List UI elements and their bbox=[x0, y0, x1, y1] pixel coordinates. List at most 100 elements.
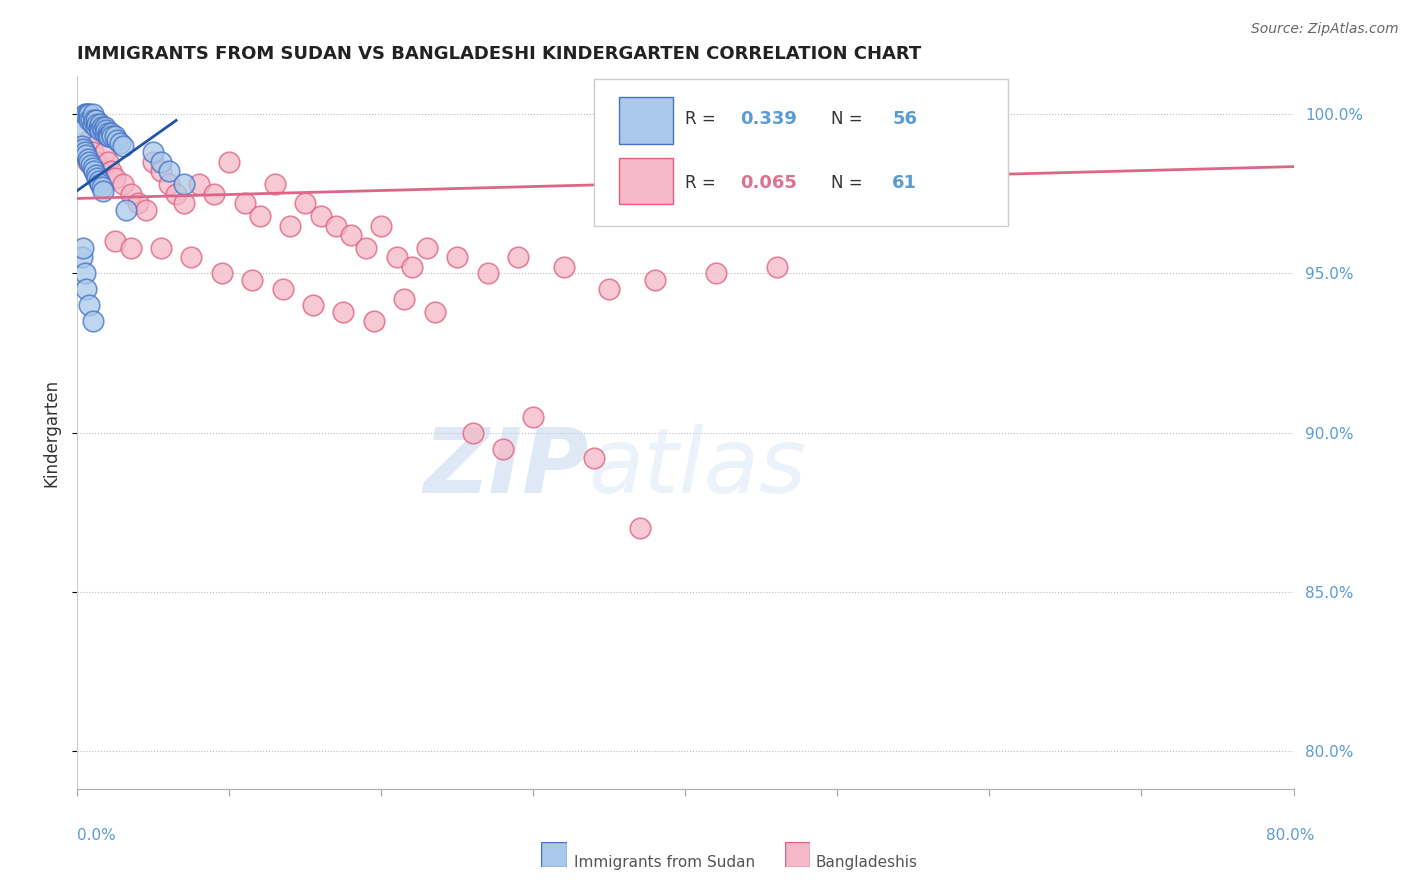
Point bbox=[115, 202, 138, 217]
Point bbox=[72, 142, 94, 156]
Point bbox=[173, 177, 195, 191]
Point bbox=[477, 266, 499, 280]
Point bbox=[83, 113, 105, 128]
Text: IMMIGRANTS FROM SUDAN VS BANGLADESHI KINDERGARTEN CORRELATION CHART: IMMIGRANTS FROM SUDAN VS BANGLADESHI KIN… bbox=[77, 45, 921, 63]
Point bbox=[80, 158, 103, 172]
Text: 80.0%: 80.0% bbox=[1267, 828, 1315, 843]
Point bbox=[105, 132, 128, 146]
Point bbox=[87, 120, 110, 134]
Point bbox=[93, 126, 115, 140]
Point bbox=[73, 145, 96, 160]
Point bbox=[91, 184, 114, 198]
Point bbox=[704, 266, 727, 280]
Point bbox=[82, 107, 104, 121]
Point bbox=[97, 129, 120, 144]
Point bbox=[278, 219, 301, 233]
Point bbox=[423, 304, 446, 318]
Text: R =: R = bbox=[686, 110, 721, 128]
Point bbox=[98, 129, 121, 144]
Point bbox=[82, 145, 104, 160]
Point bbox=[127, 196, 149, 211]
Point bbox=[142, 154, 165, 169]
Point bbox=[87, 174, 110, 188]
Text: N =: N = bbox=[831, 174, 869, 192]
Point bbox=[89, 117, 111, 131]
Point bbox=[93, 120, 115, 134]
Point bbox=[401, 260, 423, 274]
Point bbox=[149, 154, 172, 169]
Text: 0.339: 0.339 bbox=[740, 110, 797, 128]
Point bbox=[598, 282, 620, 296]
Point bbox=[101, 129, 124, 144]
Point bbox=[644, 273, 666, 287]
Point bbox=[149, 241, 172, 255]
Point bbox=[77, 107, 100, 121]
Point bbox=[89, 164, 111, 178]
Point bbox=[157, 177, 180, 191]
Point bbox=[100, 126, 122, 140]
FancyBboxPatch shape bbox=[595, 79, 1008, 226]
Text: R =: R = bbox=[686, 174, 721, 192]
Point bbox=[70, 139, 93, 153]
Point bbox=[104, 129, 127, 144]
Point bbox=[72, 241, 94, 255]
Point bbox=[461, 425, 484, 440]
Y-axis label: Kindergarten: Kindergarten bbox=[42, 378, 60, 487]
Text: 0.0%: 0.0% bbox=[77, 828, 117, 843]
Point bbox=[89, 177, 111, 191]
Point bbox=[508, 251, 530, 265]
Point bbox=[370, 219, 392, 233]
Point bbox=[75, 107, 97, 121]
Text: 56: 56 bbox=[893, 110, 917, 128]
Point bbox=[218, 154, 240, 169]
Point bbox=[104, 235, 127, 249]
Point bbox=[84, 168, 107, 182]
Point bbox=[77, 154, 100, 169]
Point bbox=[97, 126, 120, 140]
Point bbox=[84, 154, 107, 169]
Point bbox=[73, 266, 96, 280]
Point bbox=[340, 228, 363, 243]
Point bbox=[492, 442, 515, 456]
Text: Immigrants from Sudan: Immigrants from Sudan bbox=[574, 855, 755, 870]
Point bbox=[188, 177, 211, 191]
Point bbox=[82, 314, 104, 328]
FancyBboxPatch shape bbox=[619, 97, 673, 144]
Point bbox=[84, 120, 107, 134]
Text: Source: ZipAtlas.com: Source: ZipAtlas.com bbox=[1251, 22, 1399, 37]
Point bbox=[180, 251, 202, 265]
Point bbox=[385, 251, 408, 265]
Point bbox=[294, 196, 316, 211]
Point bbox=[79, 113, 101, 128]
Point bbox=[240, 273, 263, 287]
Point bbox=[111, 139, 134, 153]
Point bbox=[765, 260, 787, 274]
Point bbox=[446, 251, 468, 265]
Point bbox=[70, 251, 93, 265]
Point bbox=[73, 145, 96, 160]
Point bbox=[583, 451, 606, 466]
Point bbox=[79, 107, 101, 121]
Point bbox=[628, 521, 651, 535]
Point bbox=[77, 152, 100, 166]
Point bbox=[325, 219, 347, 233]
Point bbox=[363, 314, 385, 328]
Point bbox=[80, 113, 103, 128]
Point bbox=[75, 282, 97, 296]
Point bbox=[91, 123, 114, 137]
Point bbox=[553, 260, 575, 274]
Point bbox=[83, 164, 105, 178]
Point bbox=[73, 107, 96, 121]
Point bbox=[271, 282, 294, 296]
Point bbox=[82, 117, 104, 131]
Point bbox=[79, 154, 101, 169]
Point bbox=[93, 145, 115, 160]
Point bbox=[135, 202, 157, 217]
Point bbox=[302, 298, 325, 312]
Point bbox=[75, 148, 97, 162]
Point bbox=[165, 186, 187, 201]
Text: 61: 61 bbox=[893, 174, 917, 192]
Point bbox=[249, 209, 271, 223]
Point bbox=[111, 177, 134, 191]
Point bbox=[70, 139, 93, 153]
